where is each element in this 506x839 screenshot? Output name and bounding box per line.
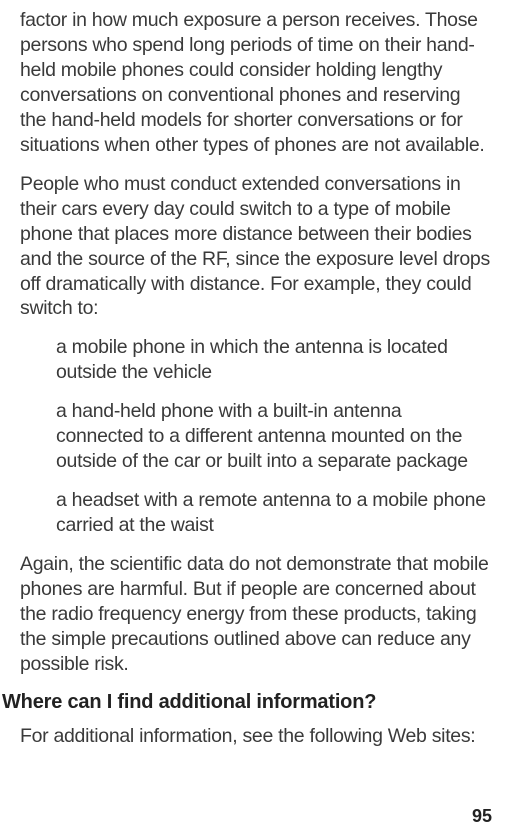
paragraph-exposure-factor: factor in how much exposure a person rec…	[20, 8, 490, 158]
bullet-external-antenna: a mobile phone in which the antenna is l…	[20, 335, 490, 385]
paragraph-scientific-data: Again, the scientific data do not demons…	[20, 552, 490, 677]
bullet-handheld-antenna: a hand-held phone with a built-in antenn…	[20, 399, 490, 474]
paragraph-car-conversations: People who must conduct extended convers…	[20, 172, 490, 322]
page-number: 95	[472, 806, 492, 827]
paragraph-web-sites: For additional information, see the foll…	[20, 724, 490, 749]
bullet-headset: a headset with a remote antenna to a mob…	[20, 488, 490, 538]
section-heading-additional-info: Where can I find additional information?	[2, 691, 506, 714]
